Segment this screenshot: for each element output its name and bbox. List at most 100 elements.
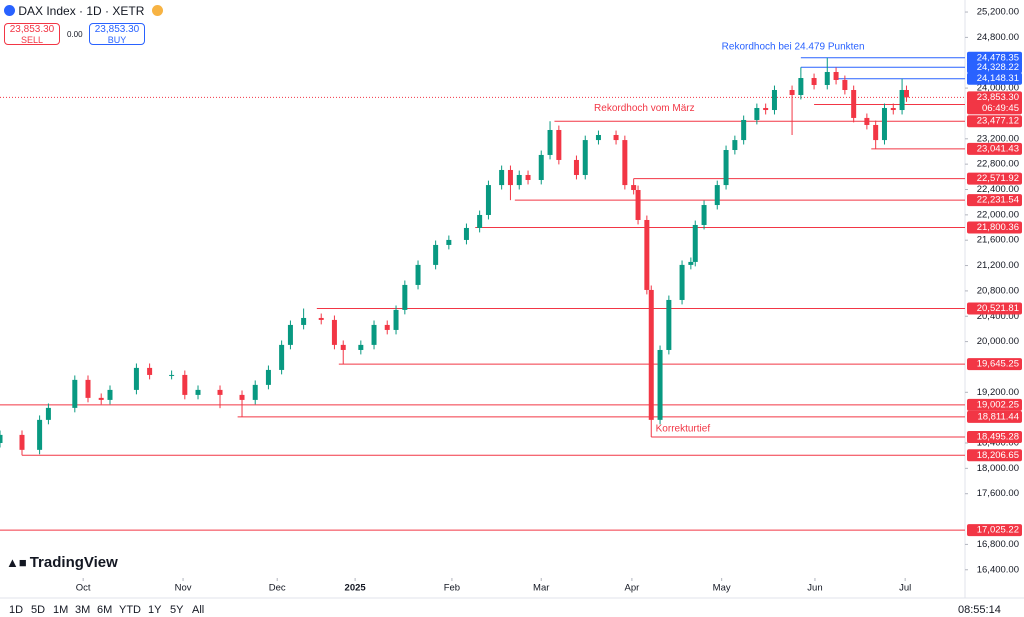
range-button[interactable]: 5Y bbox=[170, 604, 184, 616]
candle-body bbox=[182, 374, 188, 395]
range-button[interactable]: 1Y bbox=[148, 604, 162, 616]
candle-body bbox=[613, 134, 619, 141]
y-tick-label: 21,600.00 bbox=[977, 235, 1019, 246]
level-tag-bg bbox=[967, 115, 1022, 128]
candle-body bbox=[147, 367, 153, 375]
candle-body bbox=[538, 154, 544, 180]
candle-body bbox=[881, 107, 887, 141]
level-tag-bg bbox=[967, 61, 1022, 74]
buy-label: BUY bbox=[107, 35, 127, 45]
level-tag: 21,800.36 bbox=[977, 222, 1019, 233]
candle-body bbox=[340, 344, 346, 350]
level-tag-bg bbox=[967, 302, 1022, 315]
candle-body bbox=[485, 185, 491, 215]
y-tick-label: 20,800.00 bbox=[977, 285, 1019, 296]
clock: 08:55:14 UTC bbox=[958, 604, 1001, 617]
candle-body bbox=[864, 117, 870, 125]
candle-body bbox=[507, 169, 513, 186]
candle-body bbox=[622, 140, 628, 186]
candle-body bbox=[415, 264, 421, 285]
x-tick-label: Nov bbox=[175, 583, 192, 594]
candle-body bbox=[842, 79, 848, 90]
range-button[interactable]: 1D bbox=[9, 604, 24, 616]
x-tick-label: Feb bbox=[444, 583, 460, 594]
candle-body bbox=[754, 107, 760, 120]
x-tick-label: Oct bbox=[76, 583, 91, 594]
candle-body bbox=[287, 324, 293, 345]
y-tick-label: 21,200.00 bbox=[977, 260, 1019, 271]
candle-body bbox=[0, 434, 3, 444]
level-tag: 19,002.25 bbox=[977, 399, 1019, 410]
buy-price: 23,853.30 bbox=[94, 24, 140, 35]
level-tag: 20,521.81 bbox=[977, 303, 1019, 314]
candle-body bbox=[798, 78, 804, 96]
level-tag: 18,811.44 bbox=[977, 411, 1019, 422]
x-tick-label: 2025 bbox=[345, 583, 367, 594]
candle-body bbox=[499, 169, 505, 186]
range-button[interactable]: 3M bbox=[75, 604, 91, 616]
level-tag-bg bbox=[967, 51, 1022, 64]
level-tag-bg bbox=[967, 358, 1022, 371]
candle-body bbox=[657, 349, 663, 420]
candle-body bbox=[477, 214, 483, 228]
symbol[interactable]: DAX Index · 1D · XETR bbox=[18, 4, 145, 18]
spread: 0.00 bbox=[67, 30, 83, 39]
last-price-tag-bg bbox=[967, 91, 1022, 104]
y-tick-label: 25,200.00 bbox=[977, 7, 1019, 18]
candle-body bbox=[217, 389, 223, 395]
candle-body bbox=[516, 174, 522, 186]
level-tag: 22,231.54 bbox=[977, 195, 1019, 206]
level-tag: 24,328.22 bbox=[977, 62, 1019, 73]
range-button[interactable]: YTD bbox=[119, 604, 141, 616]
candle-body bbox=[648, 289, 654, 420]
candle-body bbox=[195, 389, 201, 395]
candle-body bbox=[252, 384, 258, 400]
candle-body bbox=[701, 205, 707, 225]
y-tick-label: 18,000.00 bbox=[977, 463, 1019, 474]
range-button[interactable]: All bbox=[192, 604, 205, 616]
level-tag: 22,571.92 bbox=[977, 173, 1019, 184]
level-tag: 24,478.35 bbox=[977, 52, 1019, 63]
y-tick-label: 22,400.00 bbox=[977, 184, 1019, 195]
level-tag-bg bbox=[967, 172, 1022, 185]
candle-body bbox=[714, 185, 720, 206]
candle-body bbox=[371, 324, 377, 345]
candle-body bbox=[692, 224, 698, 262]
candle-body bbox=[631, 185, 637, 191]
candle-body bbox=[741, 119, 747, 141]
x-tick-label: Jul bbox=[899, 583, 911, 594]
y-tick-label: 16,400.00 bbox=[977, 564, 1019, 575]
y-tick-label: 24,800.00 bbox=[977, 32, 1019, 43]
candle-body bbox=[771, 89, 777, 111]
candle-body bbox=[582, 140, 588, 175]
range-button[interactable]: 6M bbox=[97, 604, 113, 616]
sell-label: SELL bbox=[20, 35, 44, 45]
annotation: Korrekturtief bbox=[656, 424, 711, 435]
level-tag-bg bbox=[967, 449, 1022, 462]
candle-body bbox=[732, 140, 738, 151]
flag-icon bbox=[4, 5, 15, 16]
delayed-icon bbox=[151, 5, 163, 16]
candle-body bbox=[279, 344, 285, 370]
candle-body bbox=[666, 299, 672, 350]
candle-body bbox=[595, 134, 601, 141]
candle-body bbox=[72, 379, 78, 408]
sell-button[interactable]: 23,853.30 SELL bbox=[4, 23, 60, 45]
range-button[interactable]: 5D bbox=[31, 604, 46, 616]
x-tick-label: Jun bbox=[807, 583, 822, 594]
brand: ▲■ TradingView bbox=[6, 554, 118, 571]
level-tag: 19,645.25 bbox=[977, 359, 1019, 370]
candle-body bbox=[789, 89, 795, 96]
y-tick-label: 23,200.00 bbox=[977, 133, 1019, 144]
countdown-tag: 06:49:45 bbox=[982, 103, 1019, 114]
level-tag-bg bbox=[967, 410, 1022, 423]
level-tag: 17,025.22 bbox=[977, 525, 1019, 536]
candle-body bbox=[635, 190, 641, 220]
level-tag-bg bbox=[967, 430, 1022, 443]
x-tick-label: Apr bbox=[624, 583, 639, 594]
level-tag-bg bbox=[967, 221, 1022, 234]
candle-body bbox=[903, 89, 909, 98]
range-button[interactable]: 1M bbox=[53, 604, 69, 616]
buy-button[interactable]: 23,853.30 BUY bbox=[89, 23, 145, 45]
